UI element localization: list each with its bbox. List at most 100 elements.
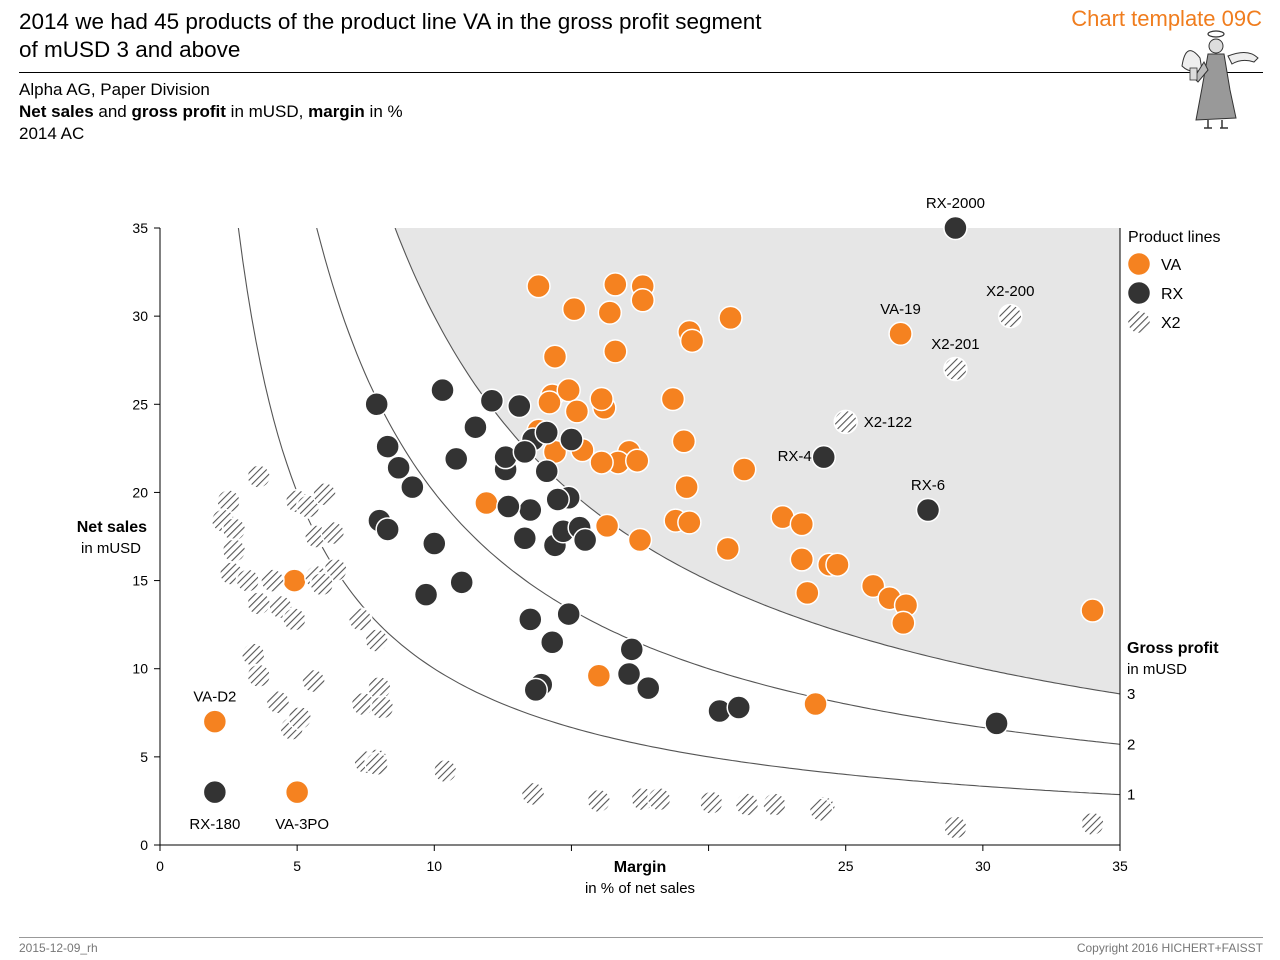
data-point-rx xyxy=(375,434,400,459)
data-point-x2 xyxy=(833,409,858,435)
data-point-va xyxy=(1080,598,1105,623)
data-point-va xyxy=(284,779,310,805)
y-tick-label: 10 xyxy=(132,661,148,677)
y-tick-label: 15 xyxy=(132,573,148,589)
measure-unit-2: in % xyxy=(364,102,403,121)
data-point-x2 xyxy=(221,517,247,542)
legend-marker-x2 xyxy=(1126,309,1152,335)
data-point-va xyxy=(860,573,886,599)
gross-profit-label-1: 1 xyxy=(1127,787,1135,804)
data-point-rx xyxy=(422,531,447,556)
data-point-va xyxy=(597,300,623,325)
data-point-rx xyxy=(443,446,469,472)
data-point-x2 xyxy=(241,642,266,667)
data-point-rx xyxy=(523,677,549,703)
point-label-rx-2000: RX-2000 xyxy=(926,195,985,212)
title-line-1: 2014 we had 45 products of the product l… xyxy=(19,9,762,34)
data-point-va xyxy=(803,691,828,717)
data-point-rx xyxy=(915,497,941,523)
gross-profit-label-3: 3 xyxy=(1127,686,1135,703)
x-tick-label: 25 xyxy=(838,858,854,874)
data-point-rx xyxy=(449,570,474,595)
y-tick-label: 5 xyxy=(140,749,148,765)
data-point-va xyxy=(282,568,307,593)
point-label-x2-201: X2-201 xyxy=(931,336,979,353)
data-point-va xyxy=(825,552,850,577)
measure-net-sales: Net sales xyxy=(19,102,94,121)
data-point-va xyxy=(888,321,913,347)
data-point-va xyxy=(891,610,916,636)
chart-title: 2014 we had 45 products of the product l… xyxy=(19,8,919,64)
data-point-va xyxy=(795,580,820,606)
data-point-va xyxy=(526,273,551,299)
y-tick-label: 0 xyxy=(140,837,148,853)
data-point-va xyxy=(627,527,653,553)
data-point-va xyxy=(718,305,743,331)
data-point-x2 xyxy=(295,494,321,519)
data-point-x2 xyxy=(364,628,389,653)
data-point-x2 xyxy=(734,792,760,817)
chart-subtitle: Alpha AG, Paper Division Net sales and g… xyxy=(19,79,403,145)
footer-copyright: Copyright 2016 HICHERT+FAISST xyxy=(1076,941,1263,955)
x-tick-label: 0 xyxy=(156,858,164,874)
data-point-rx xyxy=(545,487,570,512)
data-point-rx xyxy=(616,661,642,687)
scatter-chart: 0 5 10 15 20 25 30 35 0 5 10 25 30 35 Margin in % of ne… xyxy=(77,195,1221,897)
data-point-va xyxy=(677,510,702,535)
y-tick-label: 35 xyxy=(132,220,148,236)
measure-and: and xyxy=(93,102,132,121)
data-point-va xyxy=(789,547,815,572)
data-point-x2 xyxy=(246,663,271,689)
data-point-x2 xyxy=(520,781,546,807)
data-point-x2 xyxy=(301,668,326,694)
data-point-rx xyxy=(518,497,543,523)
data-point-x2 xyxy=(347,607,373,632)
point-label-x2-122: X2-122 xyxy=(864,414,912,431)
data-point-va xyxy=(586,663,612,689)
x-tick-label: 35 xyxy=(1112,858,1128,874)
data-point-rx xyxy=(386,455,411,480)
header-divider xyxy=(19,72,1263,73)
data-point-x2 xyxy=(699,790,724,815)
data-point-rx xyxy=(375,517,400,542)
data-point-rx xyxy=(572,527,598,553)
point-label-va-3po: VA-3PO xyxy=(275,816,329,833)
data-point-rx xyxy=(534,420,559,445)
point-label-rx-4: RX-4 xyxy=(778,448,812,465)
data-point-x2 xyxy=(586,788,612,814)
data-point-rx xyxy=(559,427,584,452)
data-point-va xyxy=(589,450,614,475)
data-point-rx xyxy=(430,377,455,403)
data-point-va xyxy=(474,490,499,516)
data-point-rx xyxy=(539,630,565,655)
gross-profit-title: Gross profit xyxy=(1127,640,1219,657)
data-point-x2 xyxy=(235,568,261,593)
data-point-rx xyxy=(479,388,505,414)
point-label-rx-180: RX-180 xyxy=(189,816,240,833)
data-point-rx xyxy=(507,393,532,419)
data-point-rx xyxy=(463,414,488,440)
y-tick-label: 30 xyxy=(132,308,148,324)
legend-title: Product lines xyxy=(1128,229,1221,246)
x-axis-sublabel: in % of net sales xyxy=(585,880,695,897)
data-point-va xyxy=(603,339,628,364)
data-point-x2 xyxy=(246,464,271,489)
point-label-x2-200: X2-200 xyxy=(986,283,1034,300)
data-point-va xyxy=(671,429,697,454)
data-point-va xyxy=(589,386,614,412)
point-label-va-19: VA-19 xyxy=(880,301,921,318)
data-point-va xyxy=(731,457,757,482)
data-point-va xyxy=(715,536,741,562)
title-line-2: of mUSD 3 and above xyxy=(19,37,241,62)
data-point-rx xyxy=(202,779,228,805)
data-point-x2 xyxy=(808,797,834,822)
data-point-rx xyxy=(413,582,439,607)
y-axis-label: Net sales xyxy=(77,519,147,536)
data-point-va xyxy=(674,474,699,500)
data-point-x2 xyxy=(246,591,271,616)
x-axis-label: Margin xyxy=(614,859,666,876)
data-point-va xyxy=(789,511,815,537)
data-point-x2 xyxy=(369,695,395,720)
data-point-x2 xyxy=(282,607,307,632)
iso-curve-gp-1 xyxy=(237,228,1120,796)
